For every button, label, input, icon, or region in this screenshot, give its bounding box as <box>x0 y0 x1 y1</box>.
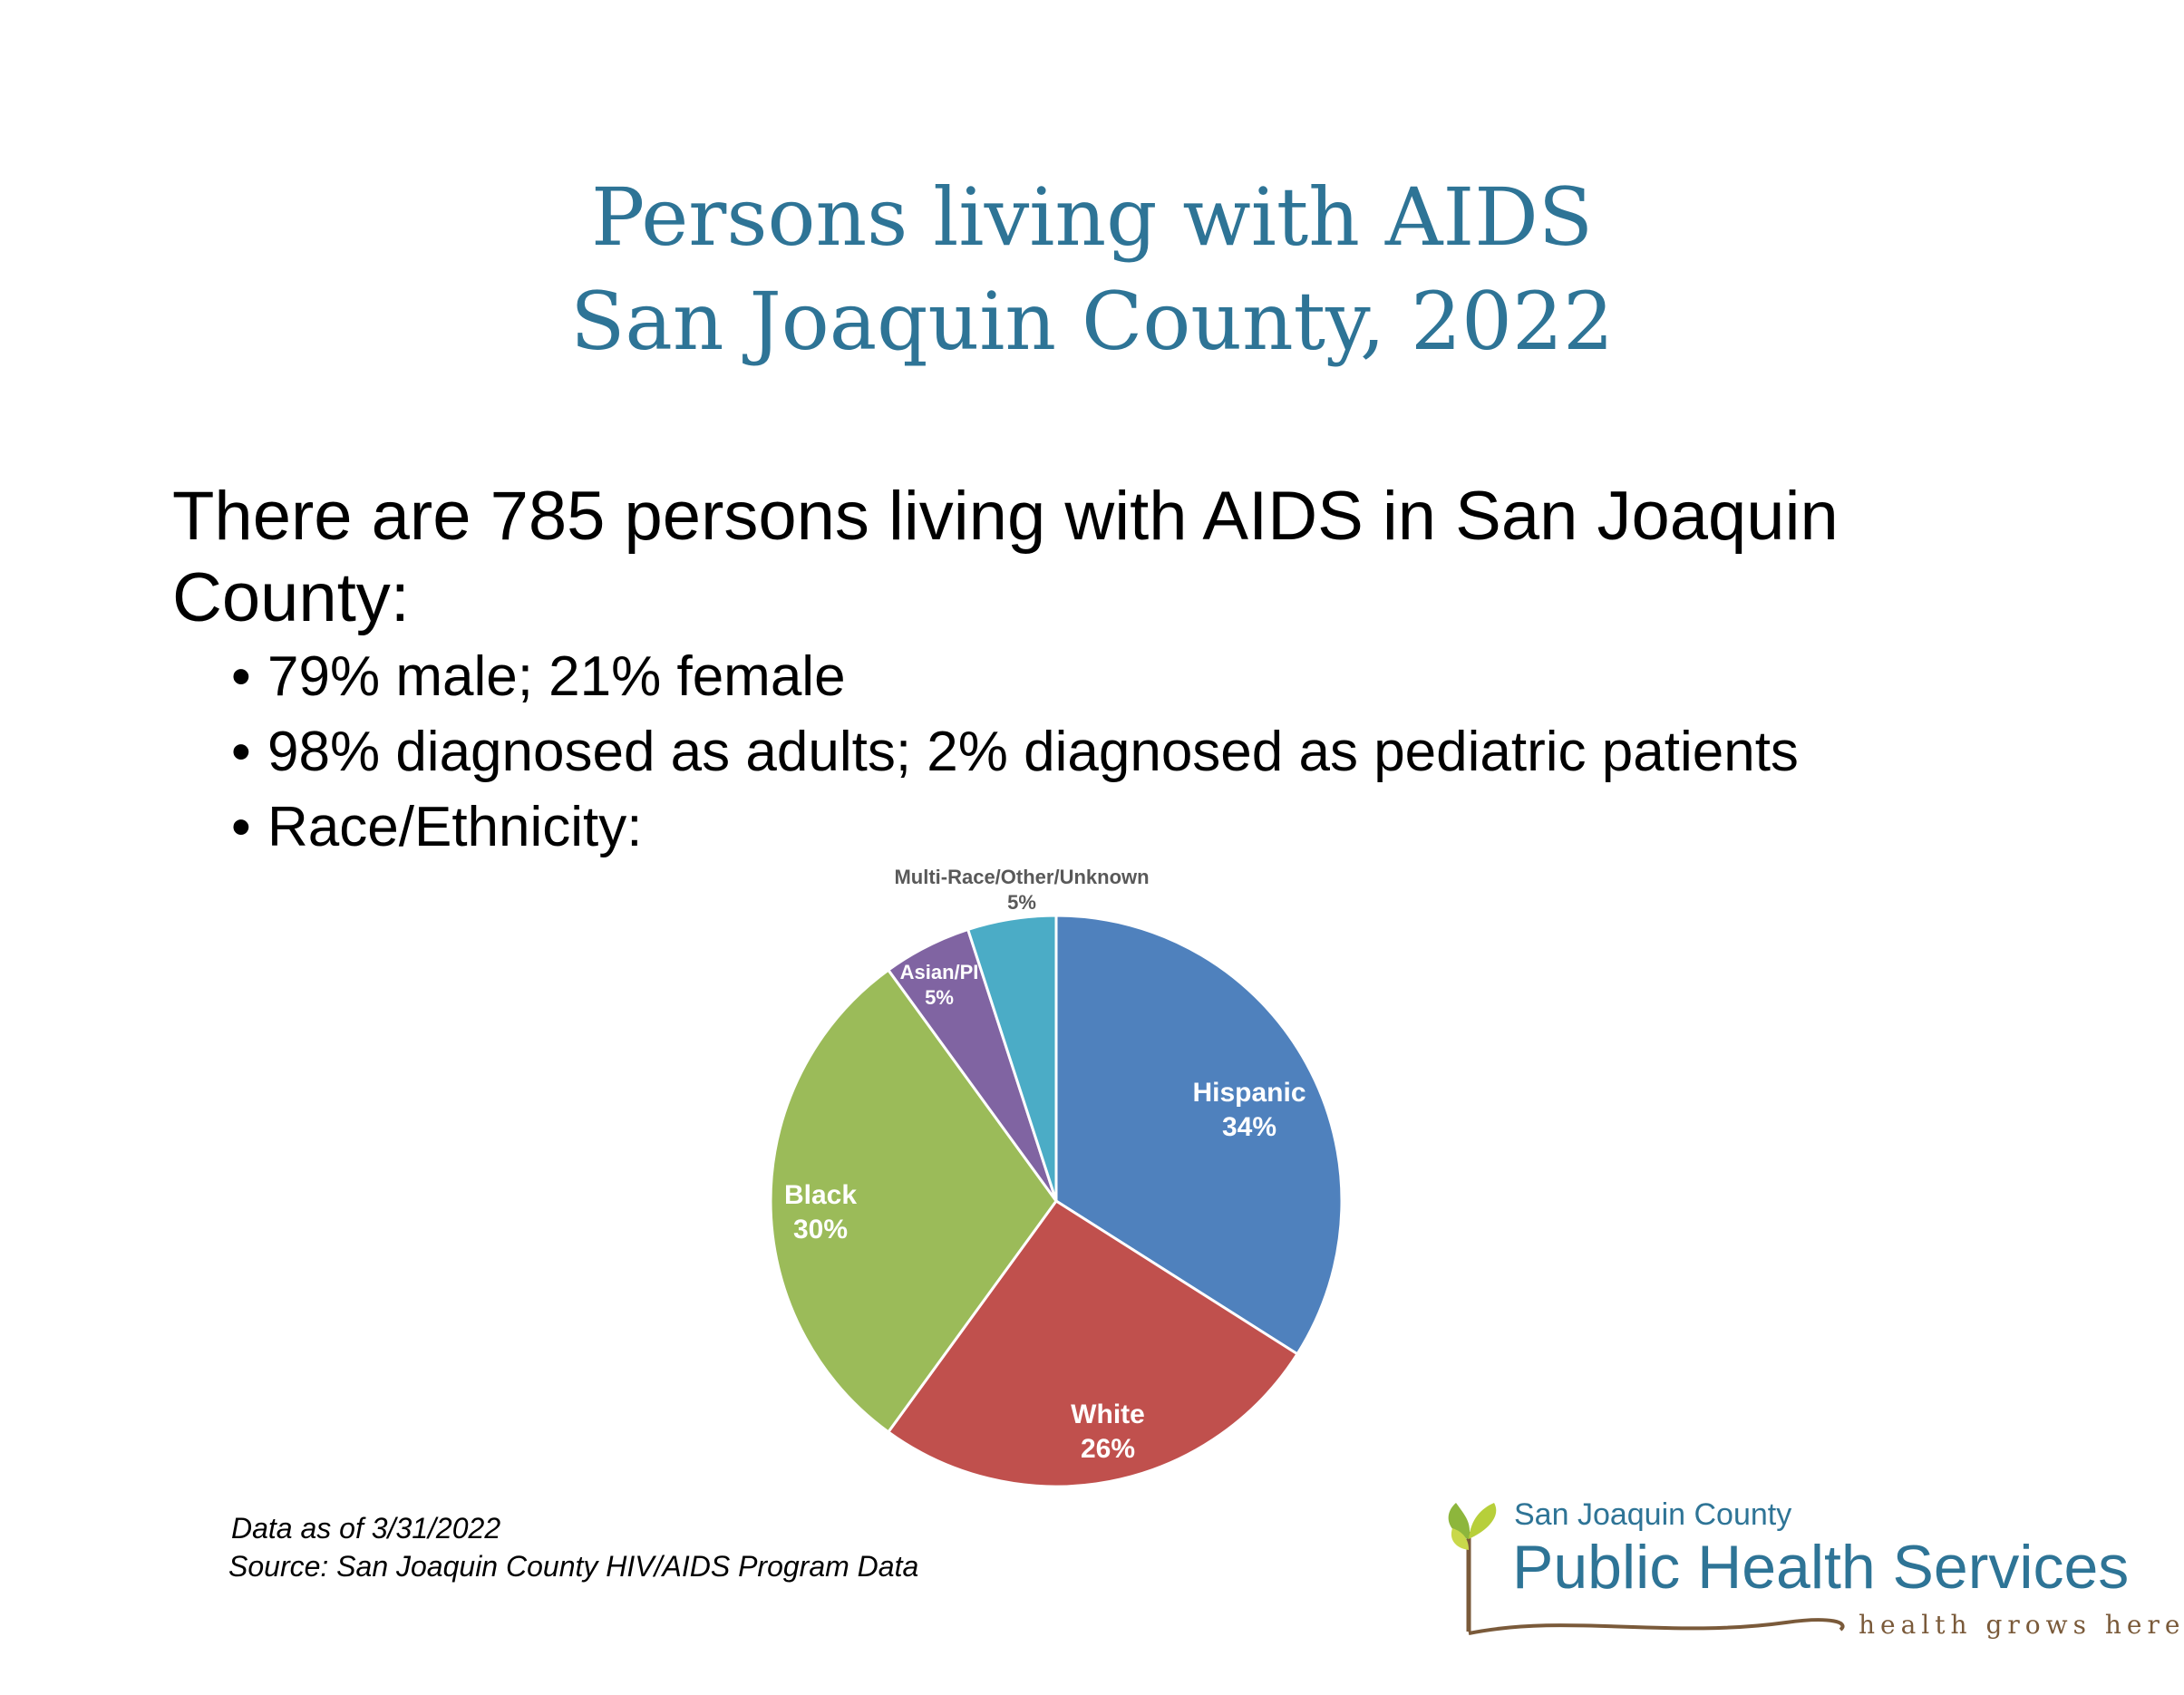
bullet-item: • 79% male; 21% female <box>231 639 1799 714</box>
pie-slice-multi-race-other-unknown <box>966 914 1058 1202</box>
pie-label-multi-race-other-unknown: Multi-Race/Other/Unknown 5% <box>894 866 1149 914</box>
bullet-text: 98% diagnosed as adults; 2% diagnosed as… <box>267 721 1799 783</box>
public-health-logo: San Joaquin County Public Health Service… <box>1441 1496 2179 1650</box>
logo-org-name: Public Health Services <box>1512 1533 2130 1602</box>
bullet-dot-icon: • <box>231 645 251 708</box>
data-date-note: Data as of 3/31/2022 <box>231 1512 501 1545</box>
logo-county-name: San Joaquin County <box>1514 1497 1792 1532</box>
bullet-list: • 79% male; 21% female • 98% diagnosed as … <box>231 639 1799 865</box>
pie-label-black: Black 30% <box>784 1180 857 1245</box>
bullet-text: 79% male; 21% female <box>267 645 846 708</box>
bullet-item: • 98% diagnosed as adults; 2% diagnosed a… <box>231 714 1799 789</box>
pie-slice-black <box>769 968 1058 1434</box>
logo-tagline: health grows here <box>1859 1610 2184 1640</box>
page-title-line-2: San Joaquin County, 2022 <box>570 275 1614 368</box>
bullet-text: Race/Ethnicity: <box>267 796 643 858</box>
pie-label-hispanic: Hispanic 34% <box>1192 1078 1306 1142</box>
pie-slice-hispanic <box>1054 914 1344 1356</box>
pie-slice-white <box>886 1198 1300 1488</box>
pie-label-white: White 26% <box>1071 1400 1145 1464</box>
page-title-line-1: Persons living with AIDS <box>590 170 1594 264</box>
intro-text: There are 785 persons living with AIDS i… <box>172 478 1839 636</box>
bullet-dot-icon: • <box>231 796 251 858</box>
sprout-logo-icon <box>1448 1503 1845 1635</box>
bullet-item: • Race/Ethnicity: <box>231 789 1799 865</box>
bullet-dot-icon: • <box>231 721 251 783</box>
pie-label-asian-pi: Asian/PI 5% <box>900 961 979 1009</box>
source-note: Source: San Joaquin County HIV/AIDS Prog… <box>228 1550 919 1583</box>
